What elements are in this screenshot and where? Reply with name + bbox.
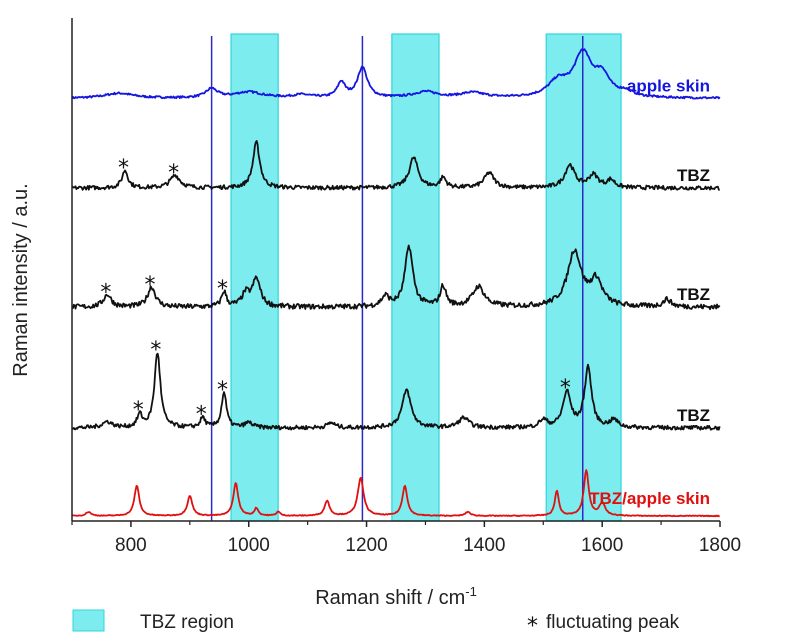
fluctuating-peak-star-3: * [145, 273, 156, 298]
fluctuating-peak-star-7: * [196, 403, 207, 428]
fluctuating-peak-star-1: * [168, 161, 179, 186]
fluctuating-peak-star-2: * [100, 280, 111, 305]
x-tick-label-0: 800 [115, 535, 147, 556]
fluctuating-peak-star-4: * [217, 277, 228, 302]
legend-star-icon: * [527, 614, 538, 638]
legend-region-label: TBZ region [140, 612, 234, 633]
x-tick-label-3: 1400 [463, 535, 505, 556]
fluctuating-peak-star-0: * [118, 156, 129, 181]
x-tick-label-2: 1200 [345, 535, 387, 556]
series-line-1 [71, 140, 720, 191]
series-line-3 [71, 352, 721, 431]
legend-fluct-label: fluctuating peak [546, 612, 680, 633]
x-axis-title: Raman shift / cm-1 [315, 584, 477, 609]
series-line-2 [71, 244, 721, 311]
series-line-4 [71, 469, 720, 518]
series-label-1: TBZ [677, 166, 710, 185]
series-line-0 [71, 48, 721, 100]
series-label-4: TBZ/apple skin [589, 489, 710, 508]
fluctuating-peak-star-9: * [560, 376, 571, 401]
fluctuating-peak-star-6: * [150, 338, 161, 363]
fluctuating-peak-markers: * * * * * * * * * * [100, 156, 570, 427]
series-label-3: TBZ [677, 406, 710, 425]
fluctuating-peak-star-8: * [217, 378, 228, 403]
tbz-regions [230, 33, 622, 522]
tbz-region-1 [391, 33, 440, 522]
legend-region-swatch [72, 609, 105, 632]
legend: TBZ region * fluctuating peak [72, 609, 680, 638]
x-tick-label-5: 1800 [699, 535, 741, 556]
y-axis-title: Raman intensity / a.u. [10, 183, 32, 376]
reference-lines [210, 36, 584, 521]
x-ticks: 800 1000 1200 1400 1600 1800 [71, 521, 741, 556]
series-label-2: TBZ [677, 285, 710, 304]
spectra [71, 48, 721, 518]
series-label-0: apple skin [627, 76, 710, 95]
fluctuating-peak-star-5: * [133, 398, 144, 423]
x-tick-label-1: 1000 [228, 535, 270, 556]
x-tick-label-4: 1600 [581, 535, 623, 556]
series-labels: apple skin TBZ TBZ TBZ TBZ/apple skin [589, 76, 710, 507]
